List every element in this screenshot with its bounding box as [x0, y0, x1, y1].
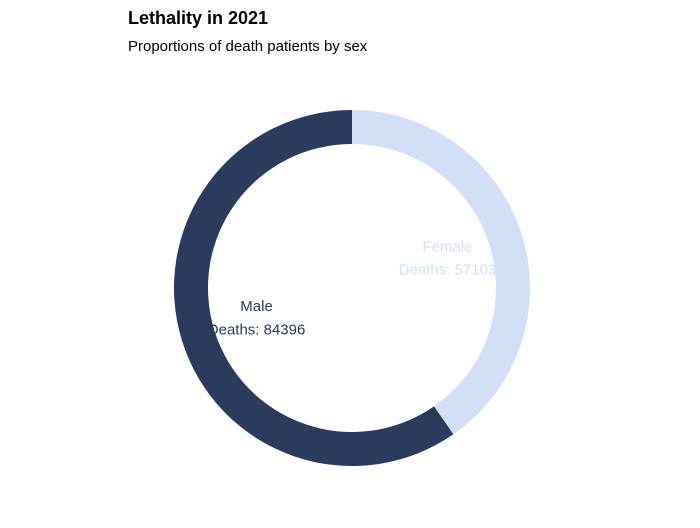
slice-label-value: Deaths: 57103 — [399, 262, 497, 279]
slice-label-name: Female — [422, 238, 472, 255]
slice-label-value: Deaths: 84396 — [208, 321, 306, 338]
slice-labels: Female Deaths: 57103 Male Deaths: 84396 — [208, 238, 496, 338]
chart-title: Lethality in 2021 — [128, 8, 269, 28]
donut-slices — [173, 110, 530, 466]
slice-male — [173, 110, 454, 466]
slice-label-name: Male — [240, 298, 273, 315]
slice-label-female: Female Deaths: 57103 — [399, 238, 497, 278]
slice-label-male: Male Deaths: 84396 — [208, 298, 306, 338]
chart-subtitle: Proportions of death patients by sex — [128, 38, 368, 55]
slice-female — [352, 110, 530, 435]
